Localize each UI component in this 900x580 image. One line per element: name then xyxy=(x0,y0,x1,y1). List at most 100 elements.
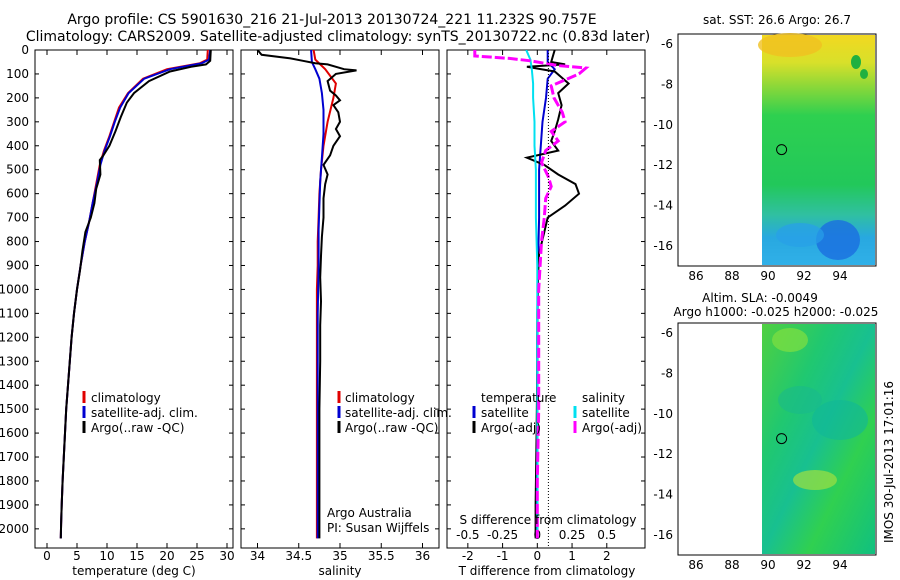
sst-map-field xyxy=(762,35,875,265)
temperature-xtick-label: 0 xyxy=(43,549,51,563)
salinity-axes xyxy=(240,49,440,549)
sla-map-xtick-label: 86 xyxy=(688,558,703,572)
temperature-xtick-label: 25 xyxy=(189,549,204,563)
sst-green-blob xyxy=(851,55,861,69)
legend-temp-header: temperature xyxy=(481,391,556,405)
sst-map-xtick-label: 90 xyxy=(760,269,775,283)
salinity-xtick-label: 34 xyxy=(250,549,265,563)
imos-stamp: IMOS 30-Jul-2013 17:01:16 xyxy=(882,381,896,543)
legend-label-argo: Argo(..raw -QC) xyxy=(345,421,438,435)
legend-label-s-argo: Argo(-adj) xyxy=(582,421,642,435)
sla-map-ytick-label: -6 xyxy=(661,326,673,340)
temperature-axes xyxy=(34,49,234,549)
depth-tick-label: 100 xyxy=(6,67,29,81)
sst-map-xtick-label: 88 xyxy=(724,269,739,283)
depth-tick-label: 500 xyxy=(6,163,29,177)
depth-tick-label: 1100 xyxy=(0,306,29,320)
sst-map-ytick-label: -6 xyxy=(661,37,673,51)
temperature-xlabel: temperature (deg C) xyxy=(72,564,195,578)
difference-xtick-label: 0 xyxy=(533,549,541,563)
difference-axes xyxy=(446,49,646,549)
temperature-xtick-label: 15 xyxy=(129,549,144,563)
depth-tick-label: 1400 xyxy=(0,378,29,392)
series-line-argo-raw-qc- xyxy=(256,50,357,539)
title-line2: Climatology: CARS2009. Satellite-adjuste… xyxy=(26,29,650,45)
sst-map-ytick-label: -12 xyxy=(653,158,673,172)
difference-xtick-label: -1 xyxy=(497,549,509,563)
sla-map-ytick-label: -10 xyxy=(653,407,673,421)
sla-bright-patch xyxy=(793,470,837,490)
sla-map-ytick-label: -12 xyxy=(653,447,673,461)
sst-map-xtick-label: 92 xyxy=(796,269,811,283)
sla-teal-patch xyxy=(778,386,822,414)
sla-map-ytick-label: -16 xyxy=(653,528,673,542)
sst-map-xtick-label: 86 xyxy=(688,269,703,283)
sla-teal-patch xyxy=(812,400,868,440)
sst-map-axes xyxy=(677,33,877,267)
difference-xtick-label: 2 xyxy=(603,549,611,563)
difference-xtick-label: 1 xyxy=(568,549,576,563)
sst-green-blob xyxy=(860,69,868,79)
series-line-s-argo-adj- xyxy=(473,50,590,539)
salinity-xtick-label: 36 xyxy=(415,549,430,563)
salinity-xlabel: salinity xyxy=(318,564,361,578)
salinity-legend: climatology satellite-adj. clim. Argo(..… xyxy=(337,391,452,435)
sst-float-marker xyxy=(776,144,788,156)
depth-tick-label: 1800 xyxy=(0,474,29,488)
title-line1: Argo profile: CS 5901630_216 21-Jul-2013… xyxy=(67,12,596,28)
legend-label-t-argo: Argo(-adj) xyxy=(481,421,541,435)
sla-bright-patch xyxy=(772,328,808,352)
depth-tick-label: 1000 xyxy=(0,282,29,296)
sst-warm-patch xyxy=(758,33,822,57)
legend-sal-header: salinity xyxy=(582,391,625,405)
depth-tick-label: 1600 xyxy=(0,426,29,440)
sla-map-ytick-label: -8 xyxy=(661,366,673,380)
sst-cool-patch xyxy=(776,223,824,247)
depth-tick-label: 200 xyxy=(6,91,29,105)
argo-australia-note: Argo Australia xyxy=(327,506,412,520)
temperature-xtick-label: 5 xyxy=(73,549,81,563)
sla-map-axes xyxy=(677,322,877,556)
depth-tick-label: 800 xyxy=(6,235,29,249)
depth-tick-label: 2000 xyxy=(0,522,29,536)
depth-tick-label: 0 xyxy=(21,43,29,57)
depth-tick-label: 600 xyxy=(6,187,29,201)
depth-tick-label: 1200 xyxy=(0,330,29,344)
series-line-argo-raw-qc- xyxy=(59,50,212,539)
salinity-xtick-label: 34.5 xyxy=(285,549,312,563)
temperature-legend: climatology satellite-adj. clim. Argo(..… xyxy=(82,391,198,435)
sst-map-title: sat. SST: 26.6 Argo: 26.7 xyxy=(703,13,851,27)
salinity-xtick-label: 35 xyxy=(332,549,347,563)
temperature-xtick-label: 30 xyxy=(219,549,234,563)
difference-xlabel: T difference from climatology xyxy=(458,564,636,578)
difference-top-axis-label: S difference from climatology xyxy=(460,513,637,527)
depth-tick-label: 300 xyxy=(6,115,29,129)
salinity-xtick-label: 35.5 xyxy=(368,549,395,563)
sla-map-xtick-label: 90 xyxy=(760,558,775,572)
depth-tick-label: 1500 xyxy=(0,402,29,416)
legend-label-argo: Argo(..raw -QC) xyxy=(91,421,184,435)
sla-map-title-line2: Argo h1000: -0.025 h2000: -0.025 xyxy=(674,305,879,319)
sla-map-title-line1: Altim. SLA: -0.0049 xyxy=(702,291,818,305)
sst-map-ytick-label: -14 xyxy=(653,198,673,212)
legend-label-clim: climatology xyxy=(91,391,161,405)
difference-legend: temperature satellite Argo(-adj) salinit… xyxy=(472,391,642,435)
difference-top-tick-label: 0.5 xyxy=(597,528,616,542)
series-line-satellite-adj-clim- xyxy=(310,50,325,539)
sst-cool-patch xyxy=(816,220,860,260)
depth-tick-label: 1900 xyxy=(0,498,29,512)
legend-label-sat: satellite-adj. clim. xyxy=(91,406,198,420)
difference-top-tick-label: -0.25 xyxy=(487,528,518,542)
sst-map-ytick-label: -8 xyxy=(661,77,673,91)
sst-map-ytick-label: -10 xyxy=(653,118,673,132)
depth-tick-label: 400 xyxy=(6,139,29,153)
sla-map-ytick-label: -14 xyxy=(653,487,673,501)
depth-tick-label: 1700 xyxy=(0,450,29,464)
legend-label-sat: satellite-adj. clim. xyxy=(345,406,452,420)
sla-map-xtick-label: 88 xyxy=(724,558,739,572)
pi-note: PI: Susan Wijffels xyxy=(327,521,429,535)
legend-label-s-sat: satellite xyxy=(582,406,630,420)
legend-label-clim: climatology xyxy=(345,391,415,405)
difference-top-tick-label: -0.5 xyxy=(456,528,479,542)
